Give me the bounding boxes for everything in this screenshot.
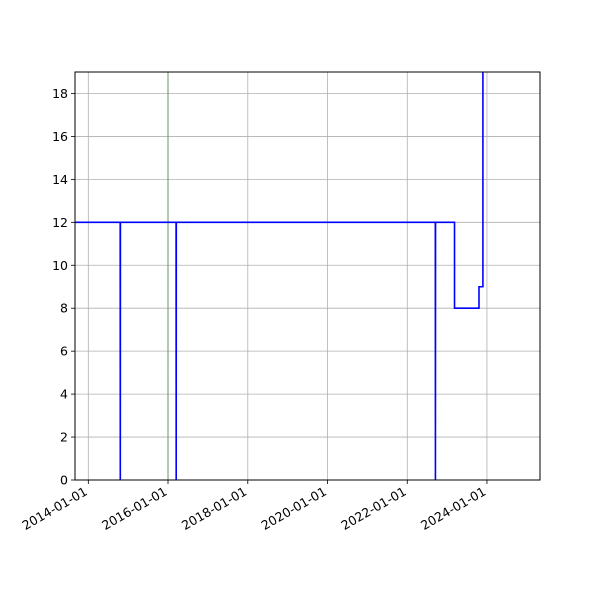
y-tick-label: 8 (60, 301, 68, 316)
plot-frame (74, 71, 541, 481)
grid-lines (75, 72, 540, 481)
y-axis: 0 2 4 6 8 10 12 14 16 18 (52, 86, 75, 488)
y-tick-label: 16 (52, 129, 68, 144)
y-tick-label: 4 (60, 387, 68, 402)
series-group (75, 72, 484, 481)
series-line (75, 72, 484, 481)
y-tick-label: 14 (52, 172, 68, 187)
y-tick-label: 10 (52, 258, 68, 273)
y-tick-label: 18 (52, 86, 68, 101)
y-tick-label: 12 (52, 215, 68, 230)
y-tick-label: 6 (60, 344, 68, 359)
y-tick-label: 2 (60, 430, 68, 445)
y-tick-label: 0 (60, 473, 68, 488)
